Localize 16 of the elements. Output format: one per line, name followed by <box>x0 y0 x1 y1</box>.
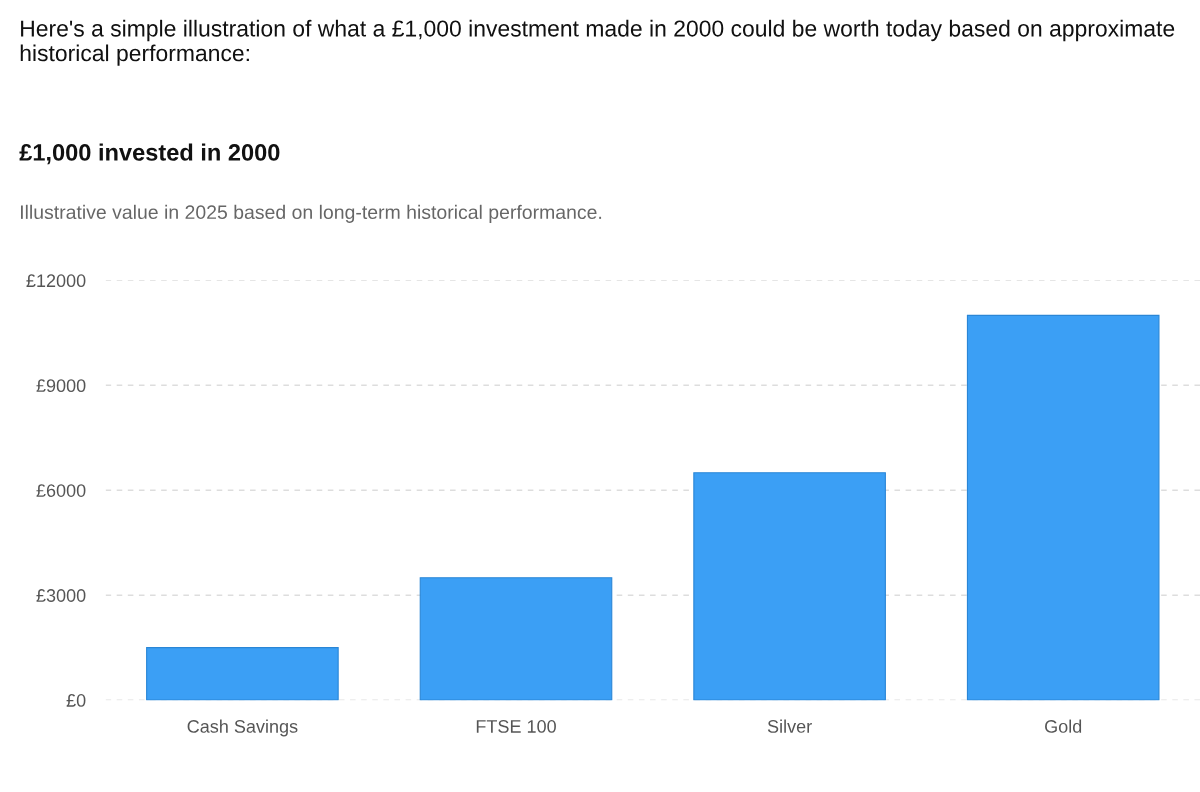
y-tick-label: £6000 <box>36 484 86 497</box>
chart-title: £1,000 invested in 2000 <box>19 143 280 165</box>
x-tick-label: FTSE 100 <box>476 720 556 733</box>
x-tick-label: Gold <box>1045 719 1082 733</box>
chart-subtitle: Illustrative value in 2025 based on long-term historical performance. <box>21 204 602 223</box>
x-tick-label: Cash Savings <box>187 719 298 737</box>
y-tick-label: £3000 <box>36 589 86 602</box>
bar <box>146 647 339 701</box>
y-tick-label: £0 <box>66 694 86 707</box>
text: Here's a simple illustration of what a £1,000 investment made in 2000 could be worth today based on approximate historical performance: <box>20 19 1175 66</box>
x-tick-label: Silver <box>767 719 812 733</box>
y-tick-label: £12000 <box>26 274 86 288</box>
y-tick-label: £9000 <box>36 379 86 393</box>
bar <box>419 577 613 701</box>
bar <box>693 472 886 701</box>
bar <box>966 314 1160 701</box>
